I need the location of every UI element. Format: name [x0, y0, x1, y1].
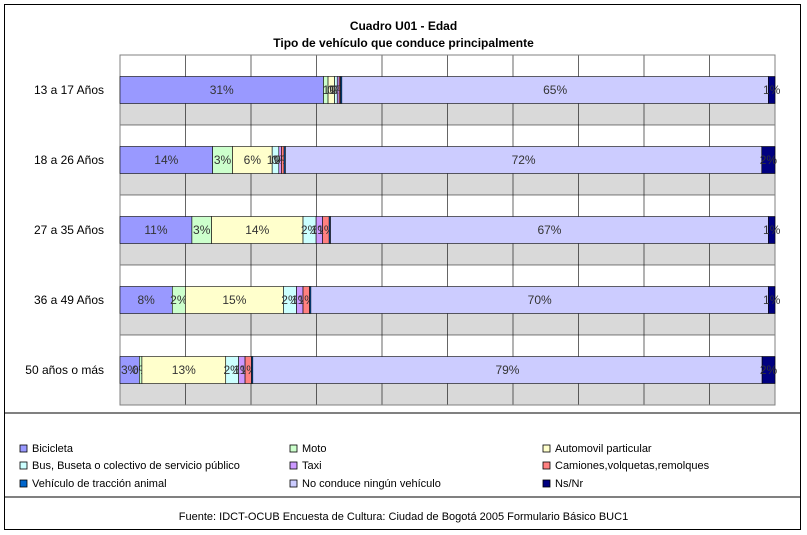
data-label: 1% [763, 223, 781, 237]
legend-swatch-7 [19, 479, 28, 488]
legend-swatch-6 [542, 461, 551, 470]
legend-label-6: Camiones,volquetas,remolques [555, 460, 710, 472]
bar-segment-8-row-5 [252, 356, 763, 384]
data-label: 67% [537, 223, 561, 237]
data-label: 79% [495, 363, 519, 377]
data-label: 2% [760, 153, 778, 167]
data-label: 70% [528, 293, 552, 307]
data-label: 13% [172, 363, 196, 377]
bar-segment-9-row-2 [761, 146, 776, 174]
data-label: 3% [121, 363, 139, 377]
legend-label-2: Moto [302, 443, 326, 455]
legend-swatch-3 [542, 444, 551, 453]
category-label: 50 años o más [25, 363, 104, 377]
bar-segment-1-row-3 [119, 216, 193, 244]
data-label: 1% [763, 293, 781, 307]
data-label: 8% [137, 293, 155, 307]
data-label: 31% [210, 83, 234, 97]
legend-swatch-1 [19, 444, 28, 453]
legend-label-5: Taxi [302, 460, 322, 472]
data-label: 72% [512, 153, 536, 167]
data-label: 11% [144, 223, 167, 237]
legend-label-4: Bus, Buseta o colectivo de servicio públ… [32, 460, 240, 472]
legend-label-3: Automovil particular [555, 443, 652, 455]
data-label: 65% [543, 83, 567, 97]
bar-segment-8-row-2 [285, 146, 763, 174]
bar-segment-9-row-3 [768, 216, 776, 244]
data-label: 2% [170, 293, 188, 307]
data-label: 14% [245, 223, 269, 237]
data-label: 15% [222, 293, 246, 307]
data-label: 6% [244, 153, 262, 167]
bar-segment-8-row-1 [341, 76, 769, 104]
bar-segment-9-row-1 [768, 76, 776, 104]
chart-source-note: Fuente: IDCT-OCUB Encuesta de Cultura: C… [178, 511, 629, 523]
data-label: 2% [301, 223, 319, 237]
legend-swatch-4 [19, 461, 28, 470]
data-label: 1% [763, 83, 781, 97]
bar-segment-8-row-3 [330, 216, 769, 244]
bar-segment-9-row-4 [768, 286, 776, 314]
legend-swatch-9 [542, 479, 551, 488]
bar-segment-1-row-2 [119, 146, 213, 174]
category-label: 27 a 35 Años [34, 223, 104, 237]
category-label: 18 a 26 Años [34, 153, 104, 167]
legend-swatch-8 [289, 479, 298, 488]
chart-subtitle: Tipo de vehículo que conduce principalme… [273, 36, 534, 50]
legend-swatch-2 [289, 444, 298, 453]
bar-segment-3-row-3 [211, 216, 304, 244]
bar-segment-9-row-5 [761, 356, 776, 384]
chart-title: Cuadro U01 - Edad [349, 19, 458, 33]
legend-swatch-5 [289, 461, 298, 470]
data-label: 2% [760, 363, 778, 377]
legend-label-1: Bicicleta [32, 443, 74, 455]
legend-label-8: No conduce ningún vehículo [302, 478, 441, 490]
bar-segment-3-row-4 [185, 286, 284, 314]
legend-label-9: Ns/Nr [555, 478, 583, 490]
legend-label-7: Vehículo de tracción animal [32, 478, 167, 490]
data-label: 14% [154, 153, 178, 167]
bar-segment-3-row-2 [232, 146, 273, 174]
data-label: 3% [214, 153, 232, 167]
data-label: 3% [193, 223, 211, 237]
data-label: 2% [224, 363, 242, 377]
bar-segment-3-row-5 [141, 356, 227, 384]
category-label: 13 a 17 Años [34, 83, 104, 97]
bar-segment-1-row-1 [119, 76, 324, 104]
data-label: 2% [281, 293, 299, 307]
category-label: 36 a 49 Años [34, 293, 104, 307]
